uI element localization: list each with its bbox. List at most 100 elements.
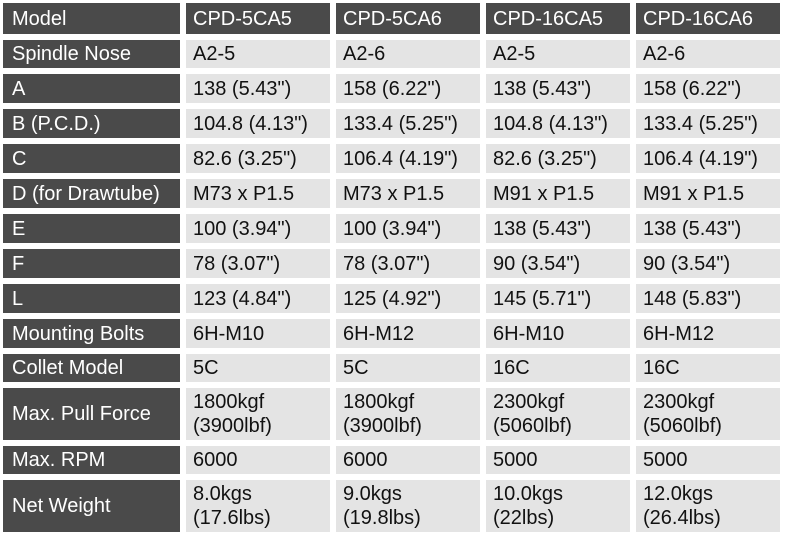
spec-cell: 104.8 (4.13") — [486, 109, 630, 138]
spec-cell: 78 (3.07") — [336, 249, 480, 278]
row-label-b-p-c-d: B (P.C.D.) — [3, 109, 180, 138]
spec-cell: 104.8 (4.13") — [186, 109, 330, 138]
spec-cell-line: 2300kgf — [643, 391, 715, 413]
spec-cell-line: (26.4lbs) — [643, 507, 721, 529]
spec-cell: 145 (5.71") — [486, 284, 630, 313]
spec-cell: M73 x P1.5 — [336, 179, 480, 208]
table-row: A 138 (5.43") 158 (6.22") 138 (5.43") 158 (6… — [3, 74, 780, 103]
spec-cell: 6000 — [336, 446, 480, 474]
spec-cell: 2300kgf (5060lbf) — [636, 388, 780, 440]
model-header-2: CPD-5CA6 — [336, 3, 480, 34]
spec-cell-line: 10.0kgs — [493, 483, 564, 505]
spec-cell: 78 (3.07") — [186, 249, 330, 278]
spec-cell: M73 x P1.5 — [186, 179, 330, 208]
spec-cell: 138 (5.43") — [186, 74, 330, 103]
spec-cell-line: 12.0kgs — [643, 483, 714, 505]
spec-cell-line: 2300kgf — [493, 391, 565, 413]
spec-cell: 158 (6.22") — [336, 74, 480, 103]
table-row: Spindle Nose A2-5 A2-6 A2-5 A2-6 — [3, 40, 780, 68]
spec-cell: 100 (3.94") — [336, 214, 480, 243]
spec-cell: 2300kgf (5060lbf) — [486, 388, 630, 440]
spec-cell: 133.4 (5.25") — [636, 109, 780, 138]
spec-cell: A2-6 — [636, 40, 780, 68]
row-label-a: A — [3, 74, 180, 103]
spec-cell-line: 1800kgf — [343, 391, 415, 413]
spec-cell: 106.4 (4.19") — [636, 144, 780, 173]
row-label-e: E — [3, 214, 180, 243]
spec-cell: 138 (5.43") — [486, 74, 630, 103]
spec-cell: 133.4 (5.25") — [336, 109, 480, 138]
spec-cell: 138 (5.43") — [486, 214, 630, 243]
spec-cell: 5000 — [486, 446, 630, 474]
header-row: Model CPD-5CA5 CPD-5CA6 CPD-16CA5 CPD-16… — [3, 3, 780, 34]
spec-cell: A2-5 — [486, 40, 630, 68]
header-label: Model — [3, 3, 180, 34]
model-header-1: CPD-5CA5 — [186, 3, 330, 34]
spec-cell-line: 9.0kgs — [343, 483, 402, 505]
spec-cell: A2-6 — [336, 40, 480, 68]
spec-cell: 1800kgf (3900lbf) — [186, 388, 330, 440]
row-label-net-weight: Net Weight — [3, 480, 180, 532]
table-row: Net Weight 8.0kgs (17.6lbs) 9.0kgs (19.8lbs)… — [3, 480, 780, 532]
spec-cell: 1800kgf (3900lbf) — [336, 388, 480, 440]
spec-cell-line: (17.6lbs) — [193, 507, 271, 529]
row-label-f: F — [3, 249, 180, 278]
row-label-mounting-bolts: Mounting Bolts — [3, 319, 180, 348]
model-header-4: CPD-16CA6 — [636, 3, 780, 34]
spec-cell: M91 x P1.5 — [636, 179, 780, 208]
spec-cell: 125 (4.92") — [336, 284, 480, 313]
spec-cell: 8.0kgs (17.6lbs) — [186, 480, 330, 532]
spec-cell: 100 (3.94") — [186, 214, 330, 243]
spec-cell: 6000 — [186, 446, 330, 474]
row-label-spindle-nose: Spindle Nose — [3, 40, 180, 68]
spec-cell: 16C — [636, 354, 780, 382]
spec-cell: 16C — [486, 354, 630, 382]
spec-cell: 12.0kgs (26.4lbs) — [636, 480, 780, 532]
spec-cell-line: (5060lbf) — [493, 415, 572, 437]
spec-cell-line: (3900lbf) — [343, 415, 422, 437]
row-label-l: L — [3, 284, 180, 313]
spec-cell: 138 (5.43") — [636, 214, 780, 243]
row-label-d-for-drawtube: D (for Drawtube) — [3, 179, 180, 208]
spec-cell: 6H-M12 — [336, 319, 480, 348]
spec-table-body: Model CPD-5CA5 CPD-5CA6 CPD-16CA5 CPD-16… — [3, 3, 780, 532]
table-row: F 78 (3.07") 78 (3.07") 90 (3.54") 90 (3.54"… — [3, 249, 780, 278]
spec-cell: 148 (5.83") — [636, 284, 780, 313]
row-label-max-pull-force: Max. Pull Force — [3, 388, 180, 440]
table-row: Max. RPM 6000 6000 5000 5000 — [3, 446, 780, 474]
table-row: D (for Drawtube) M73 x P1.5 M73 x P1.5 M91 … — [3, 179, 780, 208]
spec-cell: M91 x P1.5 — [486, 179, 630, 208]
spec-cell: 6H-M12 — [636, 319, 780, 348]
table-row: Max. Pull Force 1800kgf (3900lbf) 1800kgf (3… — [3, 388, 780, 440]
table-row: C 82.6 (3.25") 106.4 (4.19") 82.6 (3.25") 10… — [3, 144, 780, 173]
spec-cell: 9.0kgs (19.8lbs) — [336, 480, 480, 532]
spec-cell: 90 (3.54") — [486, 249, 630, 278]
spec-cell-line: (22lbs) — [493, 507, 555, 529]
spec-cell: 6H-M10 — [486, 319, 630, 348]
row-label-c: C — [3, 144, 180, 173]
table-row: Mounting Bolts 6H-M10 6H-M12 6H-M10 6H-M12 — [3, 319, 780, 348]
row-label-max-rpm: Max. RPM — [3, 446, 180, 474]
spec-cell-line: (19.8lbs) — [343, 507, 421, 529]
model-header-3: CPD-16CA5 — [486, 3, 630, 34]
spec-cell: 158 (6.22") — [636, 74, 780, 103]
spec-cell: 123 (4.84") — [186, 284, 330, 313]
spec-table: Model CPD-5CA5 CPD-5CA6 CPD-16CA5 CPD-16… — [3, 3, 780, 532]
spec-cell: 5C — [186, 354, 330, 382]
spec-cell: 82.6 (3.25") — [186, 144, 330, 173]
row-label-collet-model: Collet Model — [3, 354, 180, 382]
table-row: Collet Model 5C 5C 16C 16C — [3, 354, 780, 382]
spec-cell: A2-5 — [186, 40, 330, 68]
spec-cell: 82.6 (3.25") — [486, 144, 630, 173]
spec-cell-line: (5060lbf) — [643, 415, 722, 437]
table-row: E 100 (3.94") 100 (3.94") 138 (5.43") 138 (5… — [3, 214, 780, 243]
spec-cell: 90 (3.54") — [636, 249, 780, 278]
spec-cell-line: 1800kgf — [193, 391, 265, 413]
spec-cell-line: 8.0kgs — [193, 483, 252, 505]
spec-cell: 10.0kgs (22lbs) — [486, 480, 630, 532]
table-row: B (P.C.D.) 104.8 (4.13") 133.4 (5.25") 104.… — [3, 109, 780, 138]
spec-cell: 6H-M10 — [186, 319, 330, 348]
spec-cell: 106.4 (4.19") — [336, 144, 480, 173]
spec-cell: 5C — [336, 354, 480, 382]
table-row: L 123 (4.84") 125 (4.92") 145 (5.71") 148 (5… — [3, 284, 780, 313]
